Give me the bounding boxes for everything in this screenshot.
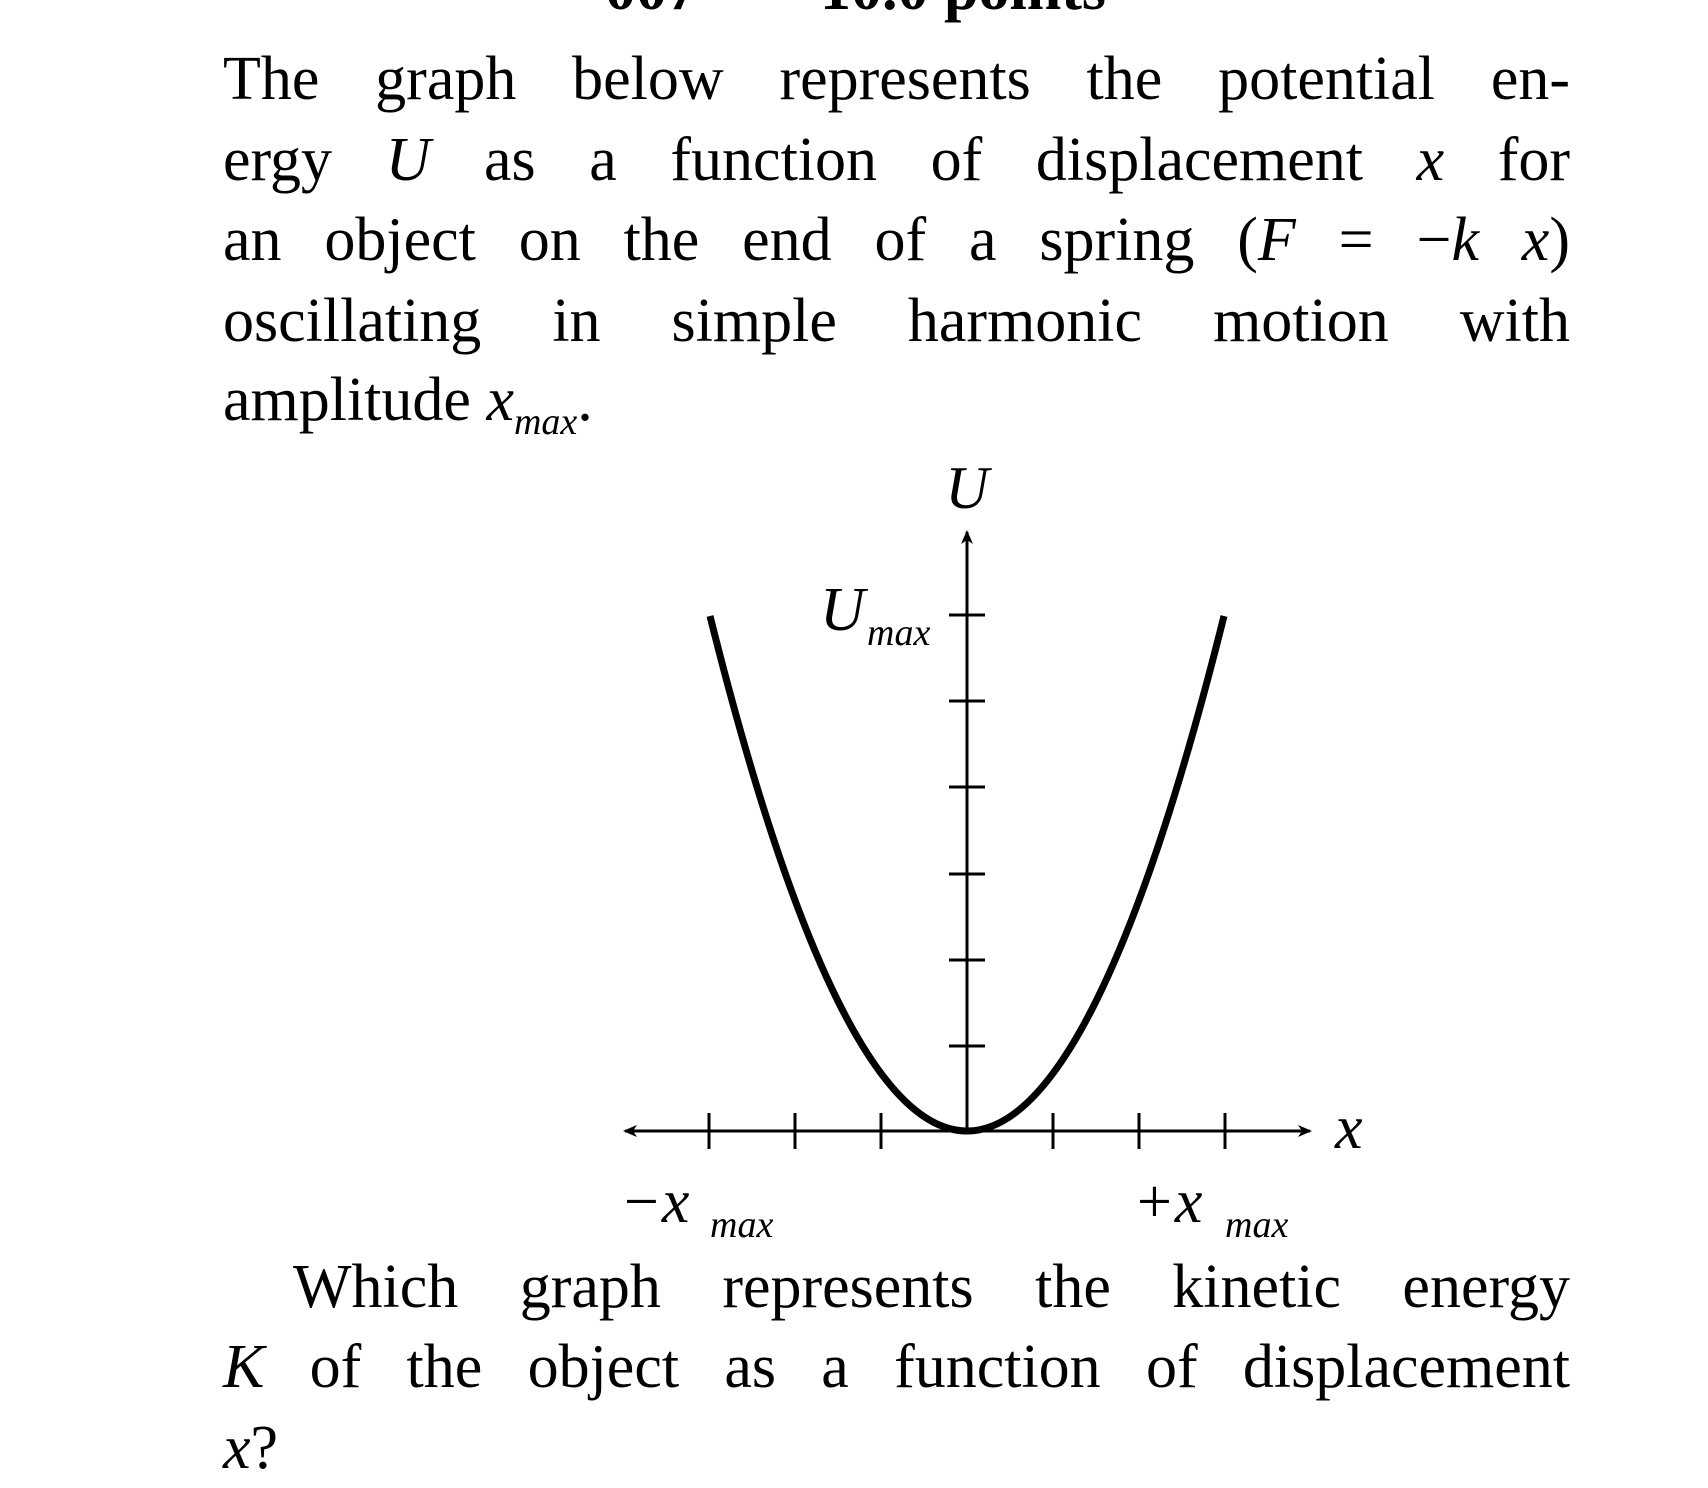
question-line: x? [223, 1408, 1570, 1488]
math: x [486, 366, 514, 434]
text: = − [1295, 206, 1452, 274]
potential-curve [706, 615, 1228, 1135]
question-line: Which graph represents the kinetic energ… [293, 1247, 1570, 1327]
x-ticks [707, 1113, 1227, 1149]
points: 10.0 points [820, 0, 1106, 20]
text: as a function of displacement [430, 126, 1417, 194]
text: for [1444, 126, 1571, 194]
text: Which graph represents the kinetic energ… [293, 1253, 1570, 1321]
neg-xmax-label: −x [620, 1168, 690, 1236]
umax-sub: max [867, 612, 930, 654]
text: . [577, 366, 593, 434]
intro-line: oscillating in simple harmonic motion wi… [223, 281, 1570, 361]
intro-line: ergy U as a function of displacement x f… [223, 120, 1570, 200]
intro-line: The graph below represents the potential… [223, 39, 1570, 119]
math: U [385, 126, 431, 194]
math: k x [1451, 206, 1550, 274]
y-ticks [949, 613, 985, 1048]
umax-label: U [820, 576, 869, 644]
intro-line: an object on the end of a spring (F = −k… [223, 200, 1570, 280]
intro-line: amplitude xmax. [223, 360, 1570, 443]
problem-number: 007 [605, 0, 698, 20]
axes [623, 530, 1312, 1149]
y-axis-label: U [945, 455, 992, 521]
text: of the object as a function of displacem… [264, 1333, 1570, 1401]
neg-xmax-sub: max [710, 1204, 773, 1246]
text: The graph below represents the potential… [223, 45, 1570, 113]
text: ) [1549, 206, 1570, 274]
question-line: K of the object as a function of displac… [223, 1327, 1570, 1407]
subscript: max [513, 401, 578, 443]
math: x [1416, 126, 1445, 194]
math: K [223, 1333, 265, 1401]
math: F [1257, 206, 1296, 274]
text: an object on the end of a spring ( [223, 206, 1258, 274]
math: x [223, 1414, 251, 1482]
text: oscillating in simple harmonic motion wi… [223, 287, 1570, 355]
x-axis-label: x [1334, 1094, 1363, 1162]
pos-xmax-sub: max [1225, 1204, 1288, 1246]
pos-xmax-label: +x [1133, 1168, 1203, 1236]
text: ? [250, 1414, 279, 1482]
text: ergy [223, 126, 386, 194]
text: amplitude [223, 366, 487, 434]
